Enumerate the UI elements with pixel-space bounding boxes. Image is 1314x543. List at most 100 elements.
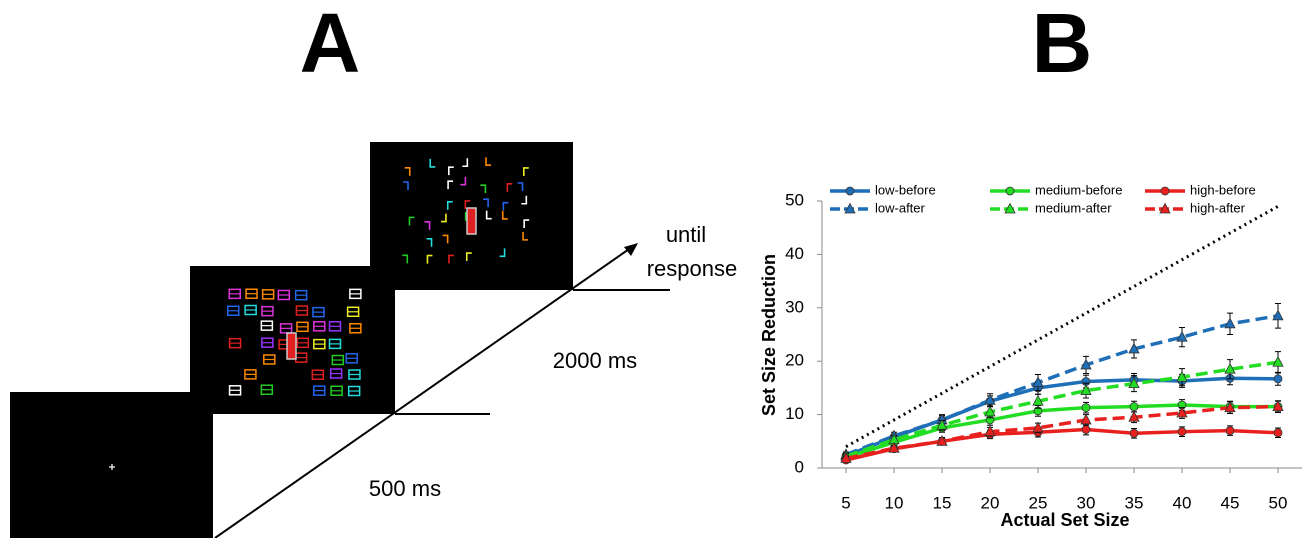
l-shape <box>521 195 528 205</box>
marker <box>984 405 996 417</box>
l-shape <box>485 157 492 167</box>
l-shape <box>426 254 433 264</box>
x-tick-label: 30 <box>1077 493 1096 512</box>
marker <box>1081 403 1091 413</box>
legend-label: medium-after <box>1035 200 1112 215</box>
marker <box>1224 317 1236 329</box>
l-shape <box>523 219 530 229</box>
legend-label: low-after <box>875 200 926 215</box>
l-shape <box>483 198 489 208</box>
l-shape <box>522 231 529 241</box>
legend-label: low-before <box>875 182 936 197</box>
target-rect <box>466 207 477 235</box>
legend-label: medium-before <box>1035 182 1122 197</box>
l-shape <box>426 237 433 247</box>
l-shape <box>442 234 449 244</box>
marker <box>1129 402 1139 411</box>
l-shape <box>440 213 447 223</box>
l-shape <box>464 200 471 209</box>
duration-label: 500 ms <box>369 476 441 501</box>
l-shape <box>465 252 472 262</box>
marker <box>1225 426 1235 436</box>
marker <box>1081 425 1091 434</box>
l-shape <box>506 183 513 192</box>
marker <box>1273 428 1283 438</box>
l-shape <box>404 167 411 176</box>
series-line <box>845 404 1279 461</box>
l-shape <box>408 216 415 226</box>
x-axis-title: Actual Set Size <box>1000 510 1129 530</box>
marker <box>1159 202 1171 214</box>
x-tick-label: 50 <box>1269 493 1288 512</box>
l-shape <box>447 180 454 190</box>
marker <box>1129 428 1139 438</box>
marker <box>1128 410 1140 422</box>
series-line <box>845 314 1279 457</box>
marker <box>1176 406 1188 418</box>
stimuli <box>227 157 530 397</box>
l-shape <box>517 182 524 192</box>
marker <box>936 434 948 446</box>
x-tick-label: 25 <box>1029 493 1048 512</box>
marker <box>1272 355 1284 367</box>
marker <box>1176 370 1188 382</box>
marker <box>1032 394 1044 406</box>
y-tick-label: 30 <box>785 297 804 316</box>
y-tick-label: 40 <box>785 244 804 263</box>
marker <box>936 418 948 430</box>
y-tick-label: 10 <box>785 404 804 423</box>
l-shape <box>448 166 454 176</box>
marker <box>1177 427 1187 437</box>
l-shape <box>424 221 431 230</box>
marker <box>1273 374 1283 384</box>
series-line <box>845 427 1279 462</box>
marker <box>1032 421 1044 433</box>
legend-label: high-after <box>1190 200 1246 215</box>
l-shape <box>460 176 467 186</box>
marker <box>888 441 900 453</box>
l-shape <box>446 200 453 210</box>
l-shape <box>403 181 409 191</box>
marker <box>1080 384 1092 395</box>
marker <box>984 393 996 405</box>
duration-label: until <box>666 222 706 247</box>
x-tick-label: 45 <box>1221 493 1240 512</box>
time-arrow <box>214 246 633 539</box>
marker <box>1272 309 1284 321</box>
marker <box>1080 358 1092 370</box>
x-tick-label: 20 <box>981 493 1000 512</box>
marker <box>1032 376 1044 387</box>
marker <box>844 202 856 214</box>
l-shape <box>502 201 509 211</box>
marker <box>1224 362 1236 374</box>
l-shape <box>480 184 487 194</box>
marker <box>1224 401 1236 413</box>
y-tick-label: 0 <box>795 457 804 476</box>
x-tick-label: 40 <box>1173 493 1192 512</box>
l-shape <box>462 158 469 168</box>
series-line <box>845 403 1278 459</box>
marker <box>1128 342 1140 354</box>
l-shape <box>448 254 454 264</box>
x-tick-label: 35 <box>1125 493 1144 512</box>
panel-a: A 500 ms 2000 ms until response <box>10 0 737 539</box>
x-tick-label: 15 <box>933 493 952 512</box>
l-shape <box>499 248 506 258</box>
panel-b: B Actual Set Size Set Size Reduction 0 10… <box>759 0 1302 530</box>
target-rect <box>286 332 297 360</box>
y-tick-label: 50 <box>785 190 804 209</box>
l-shape <box>501 210 508 220</box>
marker <box>1176 330 1188 342</box>
l-shape <box>523 167 529 176</box>
x-tick-label: 5 <box>841 493 850 512</box>
legend-label: high-before <box>1190 182 1256 197</box>
panel-label: A <box>300 0 361 90</box>
marker <box>840 452 852 463</box>
x-tick-label: 10 <box>885 493 904 512</box>
l-shape <box>402 254 409 264</box>
series-line <box>845 360 1279 458</box>
duration-label: 2000 ms <box>553 348 637 373</box>
marker <box>1080 413 1092 425</box>
marker <box>845 186 855 196</box>
